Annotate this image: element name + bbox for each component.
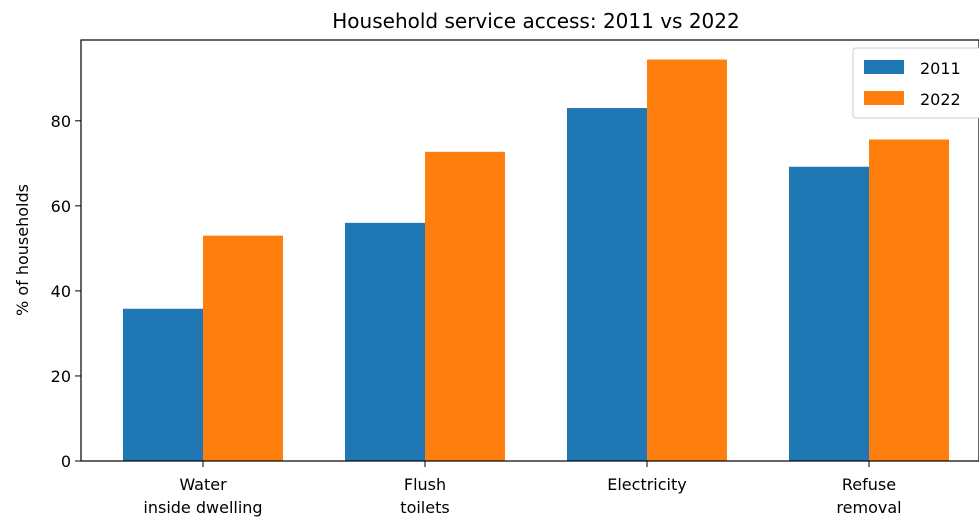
legend-label-2011: 2011	[920, 59, 961, 78]
x-tick-label-2: Electricity	[607, 475, 686, 494]
y-tick-label-80: 80	[51, 112, 71, 131]
y-axis: 0 20 40 60 80	[51, 112, 81, 471]
y-tick-label-60: 60	[51, 197, 71, 216]
chart-title: Household service access: 2011 vs 2022	[332, 9, 739, 33]
y-tick-label-20: 20	[51, 367, 71, 386]
plot-frame	[80, 39, 979, 462]
legend-label-2022: 2022	[920, 90, 961, 109]
x-tick-label-0: Water inside dwelling	[143, 475, 262, 517]
bar-2022-3	[869, 139, 949, 461]
y-axis-label: % of households	[13, 184, 32, 316]
y-tick-label-0: 0	[61, 452, 71, 471]
bar-2011-1	[345, 222, 425, 461]
y-tick-label-40: 40	[51, 282, 71, 301]
bar-2011-0	[123, 308, 203, 461]
bar-2022-2	[647, 59, 727, 461]
x-tick-label-1: Flush toilets	[400, 475, 449, 517]
legend-swatch-2011	[864, 60, 904, 74]
bar-2011-2	[567, 108, 647, 461]
bars-group	[123, 59, 949, 461]
x-tick-label-3: Refuse removal	[836, 475, 901, 517]
x-axis: Water inside dwelling Flush toilets Electric…	[143, 461, 902, 517]
legend-swatch-2022	[864, 91, 904, 105]
bar-2022-1	[425, 151, 505, 461]
bar-2011-3	[789, 166, 869, 461]
bar-2022-0	[203, 235, 283, 461]
legend: 2011 2022	[852, 47, 979, 119]
